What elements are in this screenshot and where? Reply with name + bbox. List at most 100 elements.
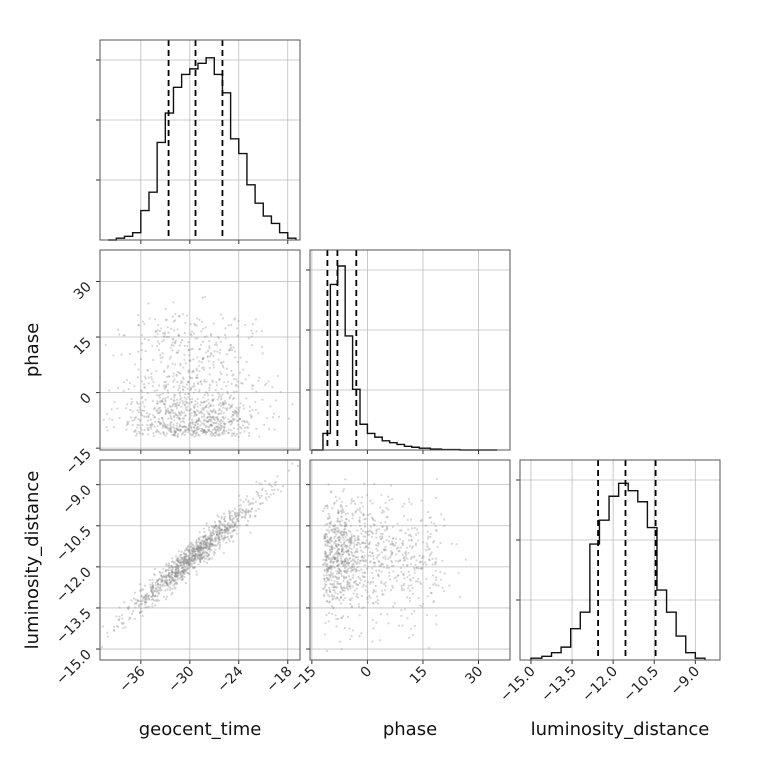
- data-point: [435, 623, 438, 626]
- data-point: [166, 568, 169, 572]
- data-point: [432, 541, 435, 544]
- data-point: [177, 570, 180, 573]
- data-point: [188, 573, 191, 576]
- data-point: [424, 524, 427, 527]
- data-point: [170, 568, 173, 571]
- data-point: [426, 545, 429, 549]
- panel-frame: [309, 459, 511, 661]
- data-point: [213, 350, 216, 353]
- data-point: [338, 552, 341, 555]
- data-point: [133, 363, 136, 366]
- data-point: [191, 556, 194, 559]
- data-point: [324, 534, 327, 537]
- data-point: [324, 552, 327, 556]
- data-point: [205, 351, 208, 354]
- data-point: [390, 559, 393, 563]
- data-point: [187, 555, 191, 558]
- data-point: [352, 554, 355, 557]
- data-point: [204, 537, 207, 541]
- data-point: [143, 383, 146, 386]
- data-point: [195, 367, 198, 370]
- data-point: [356, 550, 359, 554]
- data-point: [164, 598, 167, 601]
- data-point: [343, 560, 346, 563]
- data-point: [377, 569, 381, 572]
- data-point: [210, 537, 213, 540]
- data-point: [163, 575, 166, 579]
- data-point: [137, 368, 140, 371]
- data-point: [209, 404, 212, 408]
- data-point: [181, 388, 184, 391]
- data-point: [176, 416, 179, 419]
- data-point: [169, 571, 172, 575]
- data-point: [331, 556, 334, 559]
- data-point: [139, 389, 143, 392]
- data-point: [166, 427, 170, 430]
- data-point: [191, 555, 194, 558]
- data-point: [184, 321, 187, 325]
- data-point: [325, 571, 329, 574]
- data-point: [409, 557, 413, 560]
- data-point: [176, 381, 179, 384]
- data-point: [193, 429, 196, 433]
- data-point: [156, 409, 159, 412]
- data-point: [199, 546, 202, 550]
- data-point: [329, 559, 333, 562]
- data-point: [202, 429, 205, 432]
- data-point: [331, 558, 334, 561]
- data-point: [164, 400, 167, 403]
- data-point: [425, 577, 428, 581]
- data-point: [324, 585, 327, 588]
- data-point: [228, 540, 231, 543]
- data-point: [190, 554, 193, 557]
- data-point: [105, 412, 109, 416]
- data-point: [167, 571, 171, 575]
- data-point: [218, 526, 221, 529]
- data-point: [408, 636, 411, 639]
- data-point: [337, 577, 340, 581]
- data-point: [201, 535, 205, 538]
- data-point: [138, 611, 141, 614]
- data-point: [186, 560, 189, 563]
- data-point: [212, 416, 215, 419]
- data-point: [246, 523, 249, 527]
- data-point: [146, 368, 149, 372]
- data-point: [163, 380, 166, 384]
- data-point: [143, 322, 146, 325]
- data-point: [232, 418, 235, 422]
- data-point: [412, 576, 415, 580]
- data-point: [336, 557, 339, 560]
- data-point: [223, 422, 226, 425]
- data-point: [194, 376, 198, 379]
- data-point: [141, 348, 144, 352]
- data-point: [231, 414, 234, 417]
- data-point: [217, 533, 220, 536]
- data-point: [171, 405, 174, 408]
- data-point: [369, 582, 372, 585]
- data-point: [417, 596, 420, 600]
- data-point: [143, 601, 147, 604]
- data-point: [206, 552, 209, 555]
- data-point: [178, 555, 181, 558]
- data-point: [396, 522, 399, 525]
- data-point: [186, 571, 189, 574]
- data-point: [234, 410, 237, 413]
- data-point: [176, 429, 179, 432]
- data-point: [329, 571, 333, 574]
- data-point: [222, 425, 226, 428]
- data-point: [345, 556, 348, 560]
- data-point: [200, 546, 204, 549]
- data-point: [215, 421, 218, 424]
- data-point: [334, 558, 337, 561]
- data-point: [225, 429, 228, 433]
- data-point: [239, 507, 242, 510]
- data-point: [185, 555, 188, 558]
- data-point: [345, 539, 348, 542]
- data-point: [372, 627, 375, 630]
- data-point: [194, 337, 197, 340]
- data-point: [164, 425, 167, 428]
- data-point: [422, 556, 425, 559]
- data-point: [168, 578, 171, 582]
- data-point: [225, 530, 228, 533]
- data-point: [230, 523, 233, 526]
